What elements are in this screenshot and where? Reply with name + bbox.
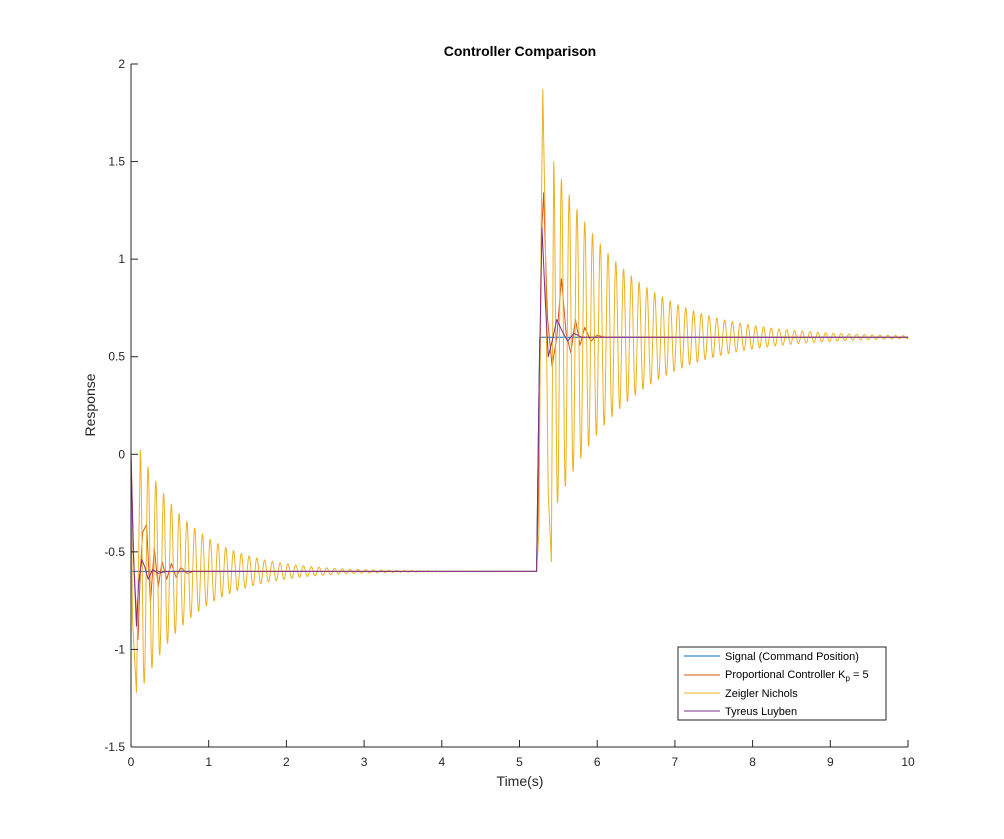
y-tick-label: 2 <box>118 57 125 71</box>
series-line-proportional <box>130 192 908 641</box>
legend-entry-proportional: Proportional Controller Kp = 5 <box>725 669 869 683</box>
y-tick-label: 0.5 <box>108 350 125 364</box>
series-line-tl <box>130 227 908 627</box>
x-tick-label: 5 <box>516 755 523 769</box>
legend-proportional-subscript: p <box>845 674 850 683</box>
y-tick-label: 0 <box>118 447 125 461</box>
x-tick-label: 8 <box>749 755 756 769</box>
y-tick-label: 1 <box>118 252 125 266</box>
x-tick-label: 10 <box>901 755 915 769</box>
legend-entry-signal: Signal (Command Position) <box>725 651 859 663</box>
legend-entry-tl: Tyreus Luyben <box>725 706 797 718</box>
legend-proportional-suffix: = 5 <box>850 669 869 681</box>
y-tick-label: -0.5 <box>104 545 125 559</box>
y-axis-title: Response <box>82 373 98 436</box>
legend-proportional-prefix: Proportional Controller K <box>725 669 846 681</box>
x-tick-label: 3 <box>361 755 368 769</box>
plot-area <box>130 88 909 693</box>
legend-box <box>677 646 887 721</box>
x-tick-label: 7 <box>672 755 679 769</box>
x-tick-label: 2 <box>283 755 290 769</box>
y-tick-label: -1 <box>114 642 125 656</box>
x-tick-label: 1 <box>205 755 212 769</box>
x-tick-label: 0 <box>128 755 135 769</box>
x-tick-label: 9 <box>827 755 834 769</box>
legend: Signal (Command Position) Proportional C… <box>677 646 887 721</box>
x-axis-title: Time(s) <box>497 773 544 789</box>
x-tick-label: 4 <box>438 755 445 769</box>
chart-title: Controller Comparison <box>444 43 596 59</box>
axes: 0 1 2 3 4 5 6 7 8 9 10 -1.5 -1 -0.5 0 0.5 1 1.5 2 <box>104 57 915 769</box>
y-tick-label: -1.5 <box>104 740 125 754</box>
legend-entry-zn: Zeigler Nichols <box>725 688 798 700</box>
x-tick-label: 6 <box>594 755 601 769</box>
y-tick-label: 1.5 <box>108 155 125 169</box>
